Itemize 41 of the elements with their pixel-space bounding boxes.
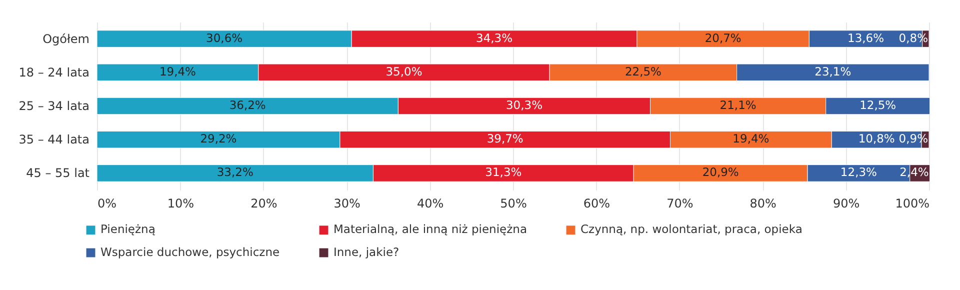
x-tick-label: 70%	[666, 196, 694, 210]
data-label: 34,3%	[476, 30, 513, 45]
data-label: 22,5%	[624, 64, 662, 78]
legend-label: Inne, jakie?	[334, 244, 400, 259]
data-label: 20,9%	[702, 165, 739, 180]
data-label: 29,2%	[200, 132, 237, 146]
data-label: 19,4%	[732, 132, 770, 146]
data-label: 21,1%	[720, 98, 756, 112]
y-tick-label: Ogółem	[42, 32, 90, 46]
data-label: 19,4%	[159, 64, 196, 78]
data-label: 12,3%	[840, 165, 878, 180]
x-tick-label: 20%	[250, 196, 278, 210]
x-tick-label: 100%	[895, 196, 930, 210]
y-tick-label: 18 – 24 lata	[18, 65, 90, 80]
x-tick-label: 90%	[832, 196, 860, 210]
data-label: 20,7%	[704, 30, 742, 45]
x-tick-label: 30%	[334, 196, 360, 210]
legend-label: Materialną, ale inną niż pieniężna	[334, 222, 527, 236]
data-label: 13,6%	[847, 30, 884, 45]
x-tick-label: 40%	[416, 196, 444, 210]
legend-label: Wsparcie duchowe, psychiczne	[100, 244, 280, 259]
data-label: 33,2%	[216, 165, 254, 180]
data-label: 31,3%	[485, 165, 522, 180]
legend-label: Pieniężną	[100, 222, 156, 236]
x-tick-label: 80%	[750, 196, 776, 210]
x-tick-label: 50%	[500, 196, 527, 210]
data-label: 36,2%	[229, 98, 266, 112]
data-label: 35,0%	[386, 64, 422, 78]
x-tick-label: 0%	[98, 196, 117, 210]
x-tick-label: 10%	[167, 196, 194, 210]
data-label: 23,1%	[814, 64, 852, 78]
y-tick-label: 35 – 44 lata	[18, 132, 90, 147]
data-label: 10,8%	[858, 132, 895, 146]
data-label: 12,5%	[860, 98, 896, 112]
legend-label: Czynną, np. wolontariat, praca, opieka	[580, 222, 802, 236]
data-label: 39,7%	[486, 132, 524, 146]
y-tick-label: 45 – 55 lat	[26, 166, 90, 180]
x-tick-label: 60%	[583, 196, 610, 210]
data-label: 30,3%	[506, 98, 543, 112]
data-label: 30,6%	[206, 30, 243, 45]
y-tick-label: 25 – 34 lata	[18, 99, 90, 113]
